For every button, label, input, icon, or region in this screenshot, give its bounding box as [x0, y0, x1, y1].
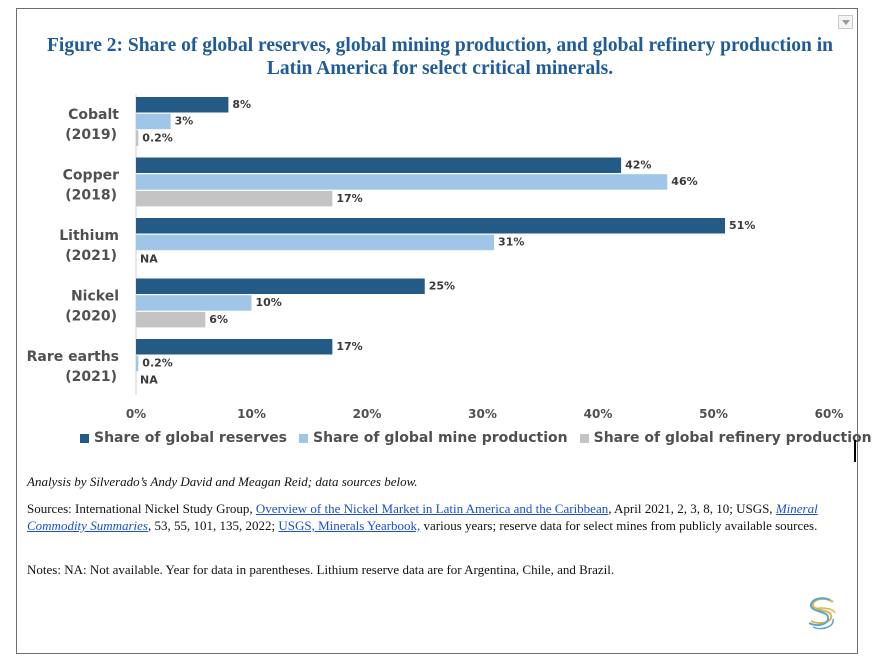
dropdown-arrow-button[interactable]: [838, 15, 853, 29]
data-label: 6%: [209, 313, 228, 326]
legend-item: Share of global reserves: [80, 430, 287, 446]
data-label: 51%: [729, 219, 755, 232]
analysis-note: Analysis by Silverado’s Andy David and M…: [27, 474, 418, 489]
x-tick-label: 30%: [468, 407, 497, 421]
data-label: 17%: [336, 192, 362, 205]
legend-swatch: [299, 433, 309, 443]
nickel-market-overview-link[interactable]: Overview of the Nickel Market in Latin A…: [255, 501, 609, 516]
legend-label: Share of global reserves: [94, 430, 288, 446]
category-label: Lithium: [59, 228, 119, 244]
notes: Notes: NA: Not available. Year for data …: [27, 562, 615, 577]
data-label: 0.2%: [142, 357, 173, 370]
mineral-commodity-summaries-link[interactable]: Mineral Commodity Summaries: [27, 501, 818, 533]
usgs-minerals-yearbook-link[interactable]: USGS, Minerals Yearbook,: [278, 518, 421, 533]
bar: [136, 295, 252, 311]
category-label: Nickel: [71, 289, 119, 305]
data-label: NA: [140, 373, 158, 386]
bar: [136, 130, 139, 146]
bar: [136, 113, 171, 130]
text-cursor: [854, 440, 856, 462]
bar: [136, 97, 229, 113]
bar-chart: Cobalt(2019)8%3%0.2%Copper(2018)42%46%17…: [27, 94, 844, 421]
legend-item: Share of global mine production: [299, 430, 568, 446]
bar: [136, 355, 139, 372]
legend-label: Share of global refinery production: [593, 430, 872, 446]
sources-mid-2: , 53, 55, 101, 135, 2022;: [147, 518, 279, 533]
category-label: Rare earths: [27, 349, 119, 365]
legend-item: Share of global refinery production: [579, 430, 872, 446]
x-tick-label: 10%: [237, 407, 266, 421]
category-year-label: (2021): [65, 248, 117, 264]
data-label: 17%: [336, 340, 362, 353]
data-label: 42%: [625, 159, 651, 172]
data-label: 8%: [232, 98, 251, 111]
data-label: 3%: [175, 115, 194, 128]
x-tick-label: 60%: [815, 407, 844, 421]
legend-swatch: [80, 433, 89, 443]
x-tick-label: 50%: [699, 407, 728, 421]
category-label: Copper: [63, 168, 119, 184]
bar: [136, 339, 333, 355]
x-tick-label: 0%: [126, 407, 146, 421]
legend-swatch: [579, 433, 589, 443]
chart-legend: Share of global reserves Share of global …: [80, 430, 872, 446]
bar: [136, 218, 726, 234]
data-label: 10%: [256, 296, 282, 309]
sources-note: Sources: International Nickel Study Grou…: [27, 500, 847, 534]
silverado-logo-icon: [808, 597, 836, 630]
x-tick-label: 20%: [353, 407, 382, 421]
sources-suffix: various years; reserve data for select m…: [420, 518, 818, 533]
category-label: Cobalt: [68, 107, 119, 123]
bar: [136, 174, 668, 190]
category-year-label: (2018): [65, 188, 117, 204]
bar: [136, 157, 622, 173]
data-label: 46%: [671, 175, 697, 188]
data-label: 0.2%: [142, 131, 173, 144]
legend-label: Share of global mine production: [313, 430, 568, 446]
data-label: NA: [140, 252, 158, 265]
data-label: 31%: [498, 236, 524, 249]
category-year-label: (2021): [65, 369, 117, 385]
x-tick-label: 40%: [584, 407, 613, 421]
category-year-label: (2019): [65, 127, 117, 143]
sources-prefix: Sources: International Nickel Study Grou…: [27, 501, 256, 516]
bar: [136, 278, 425, 294]
bar: [136, 190, 333, 207]
category-year-label: (2020): [65, 309, 117, 325]
bar: [136, 234, 495, 251]
sources-mid-1: , April 2021, 2, 3, 8, 10; USGS,: [608, 501, 776, 516]
data-label: 25%: [429, 280, 455, 293]
bar: [136, 311, 206, 328]
chart-title: Figure 2: Share of global reserves, glob…: [46, 35, 834, 79]
